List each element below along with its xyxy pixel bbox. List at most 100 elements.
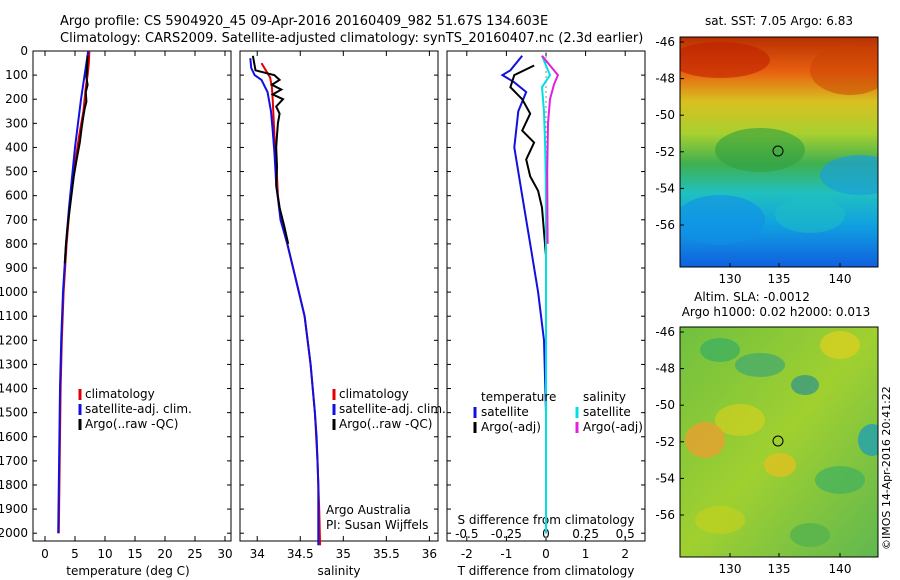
sla-map-title-1: Altim. SLA: -0.0012 — [694, 290, 810, 304]
legend-label: climatology — [339, 387, 409, 401]
y-tick-label: 1400 — [0, 382, 28, 396]
map-y-tick-label: -56 — [655, 218, 675, 232]
y-tick-label: 1600 — [0, 430, 28, 444]
salinity-xlabel: salinity — [317, 564, 360, 578]
map-x-tick-label: 135 — [768, 562, 791, 576]
y-tick-label: 500 — [5, 165, 28, 179]
y-tick-label: 1100 — [0, 309, 28, 323]
y-tick-label: 1300 — [0, 357, 28, 371]
y-tick-label: 1900 — [0, 502, 28, 516]
series-line-2 — [251, 55, 290, 245]
series-line-0 — [260, 62, 322, 546]
s-tick-label: -0.5 — [455, 527, 478, 541]
s-tick-label: 0.5 — [616, 527, 635, 541]
sst-cyan-patch — [775, 197, 845, 233]
sla-high-patch — [715, 404, 765, 436]
y-tick-label: 100 — [5, 68, 28, 82]
map-x-tick-label: 140 — [829, 272, 852, 286]
sla-low-patch — [790, 523, 830, 547]
y-tick-label: 1000 — [0, 285, 28, 299]
sst-map: sat. SST: 7.05 Argo: 6.83 130 135 140 -46 -4… — [655, 14, 879, 286]
map-x-tick-label: 130 — [719, 562, 742, 576]
title-line-1: Argo profile: CS 5904920_45 09-Apr-2016 … — [60, 14, 548, 29]
series-line-0 — [500, 55, 547, 534]
legend-header-temperature: temperature — [481, 390, 556, 404]
series-line-2 — [63, 55, 89, 264]
y-tick-label: 1200 — [0, 333, 28, 347]
salinity-annotation-line-1: Argo Australia — [326, 503, 411, 517]
x-tick-label: 35 — [336, 547, 351, 561]
y-tick-label: 300 — [5, 116, 28, 130]
sla-low-patch — [815, 466, 865, 494]
x-tick-label: 34 — [250, 547, 265, 561]
map-y-tick-label: -46 — [655, 325, 675, 339]
map-y-tick-label: -54 — [655, 471, 675, 485]
map-y-tick-label: -52 — [655, 435, 675, 449]
x-tick-label: 1 — [582, 547, 590, 561]
series-line-1 — [57, 50, 90, 534]
s-tick-label: 0.25 — [572, 527, 599, 541]
series-line-2 — [540, 55, 552, 534]
series-line-1 — [509, 64, 547, 256]
map-y-tick-label: -46 — [655, 35, 675, 49]
x-tick-label: 36 — [422, 547, 437, 561]
legend-label: climatology — [85, 387, 155, 401]
x-tick-label: 5 — [71, 547, 79, 561]
legend-label: satellite-adj. clim. — [85, 402, 192, 416]
y-tick-label: 800 — [5, 237, 28, 251]
imos-credit: ©IMOS 14-Apr-2016 20:41:22 — [880, 386, 893, 550]
y-tick-label: 700 — [5, 213, 28, 227]
map-x-tick-label: 140 — [829, 562, 852, 576]
sla-map: Altim. SLA: -0.0012 Argo h1000: 0.02 h20… — [655, 290, 879, 576]
series-line-1 — [249, 58, 320, 546]
sla-low-patch — [858, 424, 878, 456]
temperature-panel: temperature (deg C) 0 5 10 15 20 25 3001002003… — [0, 44, 233, 578]
legend-header-salinity: salinity — [583, 390, 626, 404]
x-tick-label: -2 — [461, 547, 473, 561]
legend-label: Argo(-adj) — [481, 420, 541, 434]
sla-high-patch — [764, 453, 796, 477]
map-y-tick-label: -48 — [655, 72, 675, 86]
sst-warm-patch — [680, 42, 770, 78]
sla-high-patch — [820, 331, 860, 359]
x-tick-label: 15 — [127, 547, 142, 561]
map-x-tick-label: 130 — [719, 272, 742, 286]
sla-low-patch — [791, 375, 819, 395]
argo-location-marker — [772, 145, 784, 157]
legend-label: satellite-adj. clim. — [339, 402, 446, 416]
legend-label: Argo(..raw -QC) — [339, 417, 432, 431]
map-y-tick-label: -52 — [655, 145, 675, 159]
sst-map-title: sat. SST: 7.05 Argo: 6.83 — [705, 14, 853, 28]
sst-cold-patch — [820, 155, 878, 195]
sla-high-patch — [695, 506, 745, 534]
x-tick-label: 0 — [542, 547, 550, 561]
series-line-3 — [541, 55, 560, 244]
legend-label: satellite — [583, 405, 631, 419]
map-y-tick-label: -50 — [655, 108, 675, 122]
y-tick-label: 2000 — [0, 526, 28, 540]
x-tick-label: 20 — [157, 547, 172, 561]
temperature-axes-frame — [32, 50, 232, 542]
temperature-xlabel: temperature (deg C) — [66, 564, 189, 578]
y-tick-label: 0 — [20, 44, 28, 58]
sla-map-title-2: Argo h1000: 0.02 h2000: 0.013 — [682, 305, 871, 319]
t-difference-xlabel: T difference from climatology — [457, 564, 635, 578]
y-tick-label: 900 — [5, 261, 28, 275]
y-tick-label: 600 — [5, 189, 28, 203]
difference-panel: T difference from climatology S differen… — [446, 50, 646, 578]
salinity-panel: salinity Argo Australia PI: Susan Wijffe… — [239, 50, 446, 578]
argo-location-marker — [772, 435, 784, 447]
sla-low-patch — [700, 338, 740, 362]
x-tick-label: 35.5 — [373, 547, 400, 561]
map-x-tick-label: 135 — [768, 272, 791, 286]
y-tick-label: 1700 — [0, 454, 28, 468]
x-tick-label: 2 — [621, 547, 629, 561]
x-tick-label: 30 — [217, 547, 232, 561]
map-y-tick-label: -50 — [655, 398, 675, 412]
x-tick-label: 25 — [187, 547, 202, 561]
y-tick-label: 200 — [5, 92, 28, 106]
legend-label: satellite — [481, 405, 529, 419]
title-line-2: Climatology: CARS2009. Satellite-adjuste… — [60, 31, 643, 46]
y-tick-label: 1800 — [0, 478, 28, 492]
